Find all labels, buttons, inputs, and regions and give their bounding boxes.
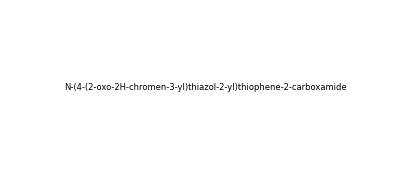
Text: N-(4-(2-oxo-2H-chromen-3-yl)thiazol-2-yl)thiophene-2-carboxamide: N-(4-(2-oxo-2H-chromen-3-yl)thiazol-2-yl… bbox=[64, 83, 346, 93]
